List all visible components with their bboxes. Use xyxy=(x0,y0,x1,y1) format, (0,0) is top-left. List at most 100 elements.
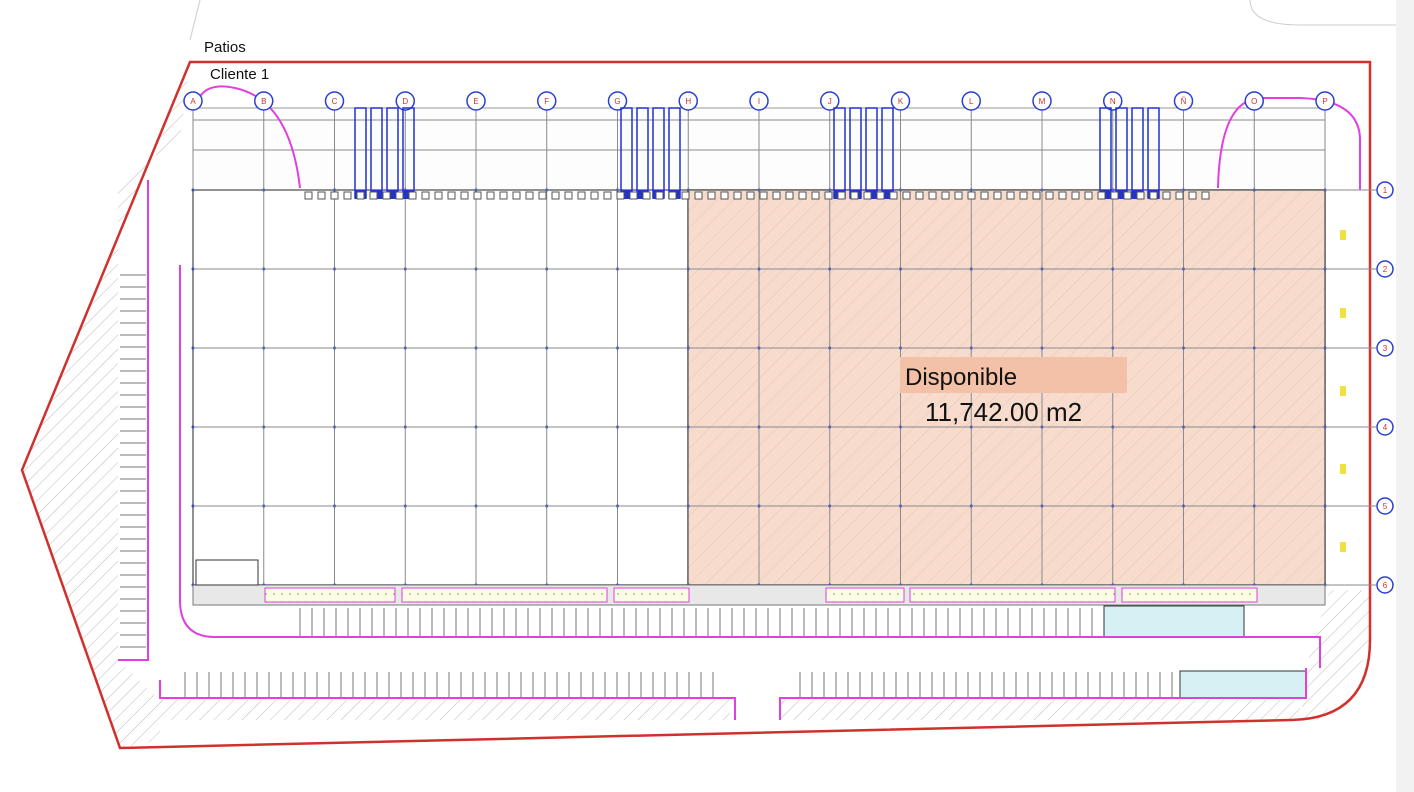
door xyxy=(694,191,703,200)
door xyxy=(1032,191,1041,200)
door xyxy=(733,191,742,200)
column-bubble xyxy=(1244,91,1264,111)
door xyxy=(577,191,586,200)
door xyxy=(603,191,612,200)
door xyxy=(837,191,846,200)
row-label: 3 xyxy=(1383,344,1388,353)
door xyxy=(850,191,859,200)
door xyxy=(421,191,430,200)
door xyxy=(954,191,963,200)
door xyxy=(538,191,547,200)
column-label: H xyxy=(685,97,691,106)
column-label: C xyxy=(332,97,338,106)
door xyxy=(655,191,664,200)
curb xyxy=(159,680,736,720)
door xyxy=(1006,191,1015,200)
door xyxy=(1045,191,1054,200)
door xyxy=(616,191,625,200)
column-label: I xyxy=(758,97,760,106)
dock-door xyxy=(1116,190,1127,199)
door xyxy=(993,191,1002,200)
door xyxy=(720,191,729,200)
door xyxy=(590,191,599,200)
door xyxy=(343,191,352,200)
site-edge xyxy=(1249,0,1396,26)
scroll-strip xyxy=(1396,0,1414,792)
door xyxy=(1019,191,1028,200)
door xyxy=(798,191,807,200)
door xyxy=(1058,191,1067,200)
column-label: E xyxy=(473,97,478,106)
column-label: N xyxy=(1110,97,1116,106)
row-label: 6 xyxy=(1383,581,1388,590)
row-bubble xyxy=(1376,418,1394,436)
door xyxy=(941,191,950,200)
row-bubble xyxy=(1376,339,1394,357)
column-bubble xyxy=(607,91,628,111)
area-size: 11,742.00 m2 xyxy=(925,397,1082,427)
row-label: 1 xyxy=(1383,186,1388,195)
site-edge xyxy=(189,0,201,41)
door xyxy=(824,191,833,200)
planter xyxy=(401,587,608,603)
door xyxy=(408,191,417,200)
door xyxy=(512,191,521,200)
client: Cliente 1 xyxy=(210,66,269,83)
door xyxy=(1201,191,1210,200)
row-label: 5 xyxy=(1383,502,1388,511)
door xyxy=(642,191,651,200)
planter xyxy=(825,587,905,603)
door xyxy=(1084,191,1093,200)
column-label: M xyxy=(1039,97,1046,106)
column-bubble xyxy=(254,91,274,111)
planter xyxy=(1121,587,1258,603)
door xyxy=(1097,191,1106,200)
column-bubble xyxy=(183,91,203,111)
door xyxy=(434,191,443,200)
door xyxy=(1071,191,1080,200)
curb xyxy=(194,85,301,189)
door xyxy=(551,191,560,200)
door xyxy=(915,191,924,200)
door xyxy=(473,191,482,200)
door xyxy=(863,191,872,200)
curb xyxy=(1217,97,1361,190)
door xyxy=(681,191,690,200)
column-bubble xyxy=(890,91,911,111)
door xyxy=(928,191,937,200)
door xyxy=(629,191,638,200)
door xyxy=(746,191,755,200)
door xyxy=(330,191,339,200)
label-box xyxy=(900,357,1127,393)
row-label: 2 xyxy=(1383,265,1388,274)
door xyxy=(317,191,326,200)
light xyxy=(1340,386,1346,396)
row-bubble xyxy=(1376,260,1394,278)
dock-door xyxy=(882,190,893,199)
column-bubble xyxy=(1103,91,1123,111)
door xyxy=(1175,191,1184,200)
door xyxy=(525,191,534,200)
door xyxy=(889,191,898,200)
door xyxy=(460,191,469,200)
column-bubble xyxy=(466,91,486,111)
column-label: P xyxy=(1322,97,1327,106)
door xyxy=(811,191,820,200)
door xyxy=(1136,191,1145,200)
row-bubble xyxy=(1376,576,1394,594)
landscape xyxy=(160,700,730,720)
door xyxy=(564,191,573,200)
door xyxy=(447,191,456,200)
planter xyxy=(613,587,690,603)
door xyxy=(1110,191,1119,200)
row-bubble xyxy=(1376,497,1394,515)
door xyxy=(356,191,365,200)
door xyxy=(1162,191,1171,200)
column-label: L xyxy=(969,97,974,106)
door xyxy=(967,191,976,200)
column-bubble xyxy=(324,91,345,111)
column-label: A xyxy=(190,97,196,106)
column-bubble xyxy=(961,91,981,111)
light xyxy=(1340,308,1346,318)
door xyxy=(1188,191,1197,200)
